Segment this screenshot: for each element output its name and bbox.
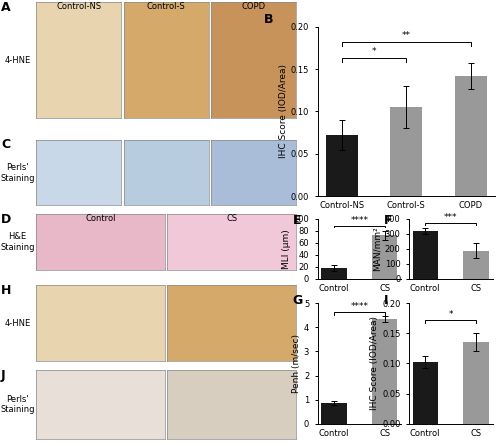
Text: Control-S: Control-S — [147, 2, 186, 11]
Text: CS: CS — [226, 214, 237, 223]
Text: 4-HNE: 4-HNE — [4, 319, 30, 328]
Bar — [464, 343, 488, 424]
Text: I: I — [384, 293, 388, 307]
Text: A: A — [1, 1, 11, 14]
Text: Control-NS: Control-NS — [56, 2, 102, 11]
Y-axis label: IHC Score (IOD/Area): IHC Score (IOD/Area) — [279, 65, 288, 158]
Text: ***: *** — [444, 214, 458, 223]
Text: COPD: COPD — [242, 2, 266, 11]
Text: F: F — [384, 214, 392, 227]
Text: ****: **** — [350, 216, 368, 225]
Text: Control: Control — [86, 214, 116, 223]
Text: Perls'
Staining: Perls' Staining — [0, 163, 35, 182]
Bar — [372, 319, 398, 424]
Bar — [390, 107, 422, 196]
Text: G: G — [292, 293, 302, 307]
Text: J: J — [1, 369, 6, 382]
Text: H&E
Staining: H&E Staining — [0, 232, 35, 252]
Y-axis label: IHC Score (IOD/Area): IHC Score (IOD/Area) — [370, 317, 380, 410]
Text: **: ** — [402, 31, 411, 40]
Text: 4-HNE: 4-HNE — [4, 56, 30, 65]
Text: C: C — [1, 138, 10, 151]
Bar — [412, 362, 438, 424]
Text: ****: **** — [350, 301, 368, 310]
Bar — [464, 251, 488, 279]
Bar — [372, 235, 398, 279]
Bar — [322, 268, 346, 279]
Y-axis label: MLI (μm): MLI (μm) — [282, 229, 290, 268]
Text: H: H — [1, 284, 11, 297]
Text: *: * — [448, 310, 453, 319]
Text: D: D — [1, 213, 11, 226]
Text: *: * — [372, 47, 376, 56]
Bar — [326, 135, 358, 196]
Bar — [454, 76, 487, 196]
Bar — [322, 403, 346, 424]
Text: B: B — [264, 13, 274, 26]
Text: E: E — [292, 214, 301, 227]
Y-axis label: Penh (m/sec): Penh (m/sec) — [292, 334, 301, 393]
Bar — [412, 231, 438, 279]
Text: Perls'
Staining: Perls' Staining — [0, 395, 35, 414]
Y-axis label: MAN/mm²: MAN/mm² — [373, 226, 382, 271]
